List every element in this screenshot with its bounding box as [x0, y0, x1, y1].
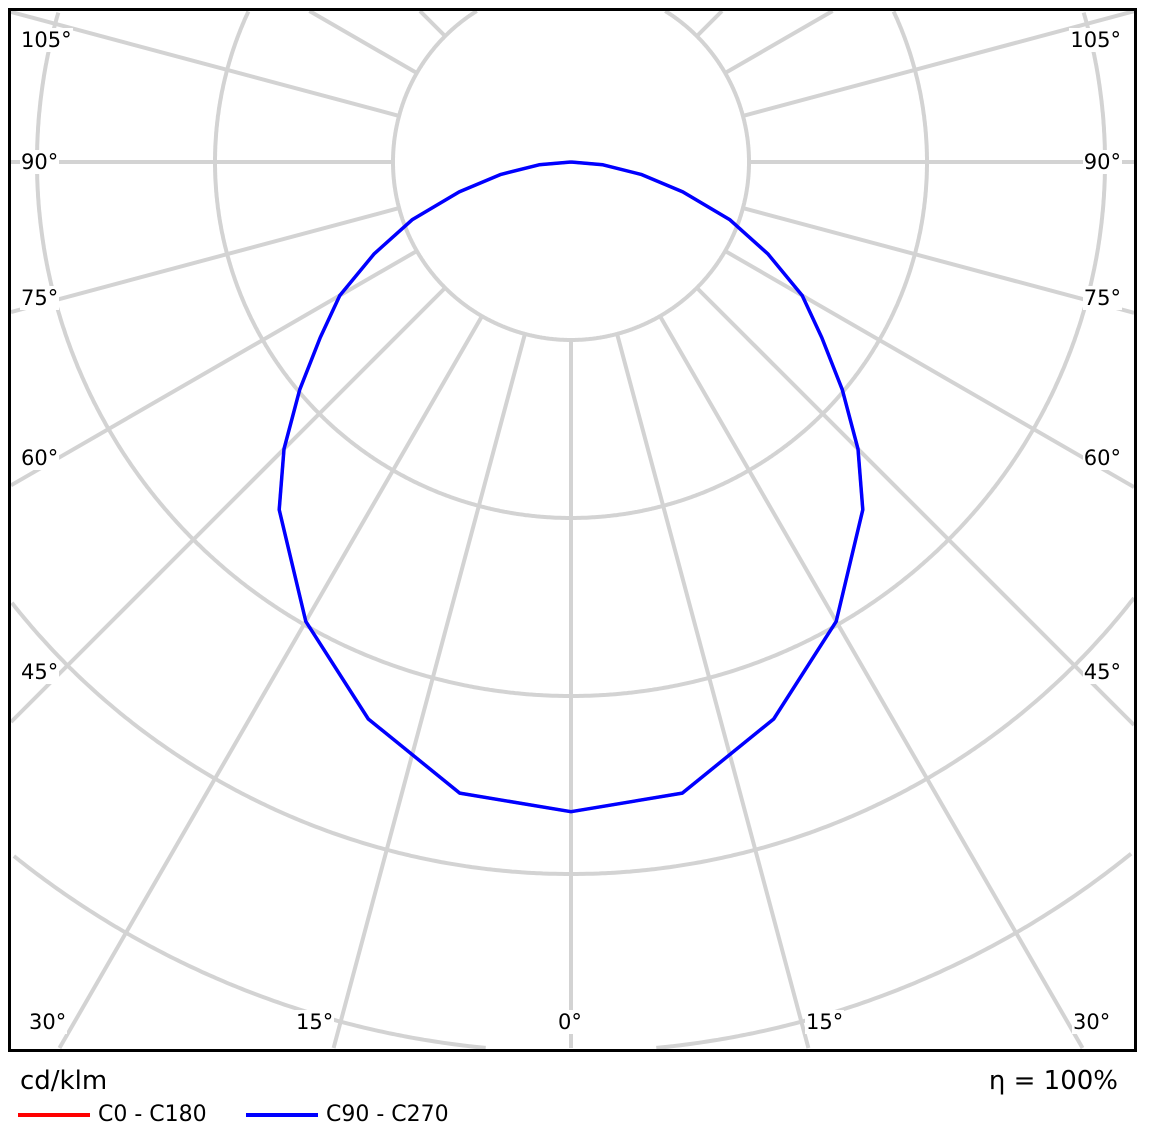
grid-spoke	[658, 315, 1085, 1050]
grid-ring	[391, 9, 751, 342]
legend-item-c0-c180: C0 - C180	[18, 1102, 207, 1128]
grid-spoke	[10, 10, 400, 118]
angle-label-left: 45°	[20, 660, 60, 684]
angle-label-bottom-left: 15°	[295, 1010, 335, 1034]
grid-spoke	[418, 9, 447, 38]
grid-spoke	[331, 333, 527, 1049]
grid-spoke	[10, 206, 400, 314]
angle-label-right: 105°	[1069, 28, 1122, 52]
grid-ring	[213, 10, 929, 520]
unit-label: cd/klm	[20, 1066, 108, 1096]
angle-label-right: 60°	[1082, 446, 1122, 470]
grid-spoke	[695, 9, 724, 38]
grid-spoke	[724, 249, 1135, 489]
angle-label-right: 75°	[1082, 286, 1122, 310]
legend-label: C0 - C180	[98, 1102, 207, 1127]
grid-spoke	[57, 315, 484, 1050]
grid-spoke	[742, 206, 1135, 315]
angle-label-left: 75°	[20, 286, 60, 310]
grid	[9, 9, 1136, 1050]
grid-spoke	[615, 333, 811, 1049]
plot-frame	[8, 8, 1137, 1052]
angle-label-left: 105°	[20, 28, 73, 52]
angle-label-bottom-right: 30°	[1072, 1010, 1112, 1034]
series-curve-c90-c270	[277, 160, 865, 814]
legend-item-c90-c270: C90 - C270	[246, 1102, 449, 1128]
grid-spoke	[9, 286, 447, 724]
angle-label-bottom-right: 15°	[805, 1010, 845, 1034]
grid-ring	[10, 596, 1136, 876]
grid-spoke	[742, 9, 1135, 118]
grid-spoke	[9, 249, 418, 488]
efficiency-label: η = 100%	[988, 1066, 1118, 1096]
angle-label-bottom-left: 30°	[28, 1010, 68, 1034]
angle-label-left: 60°	[20, 446, 60, 470]
grid-ring	[12, 852, 1133, 1050]
angle-label-center: 0°	[557, 1010, 583, 1034]
angle-label-right: 45°	[1082, 660, 1122, 684]
polar-plot	[8, 8, 1137, 1052]
grid-spoke	[724, 9, 834, 75]
grid-spoke	[695, 286, 1136, 727]
grid-spoke	[308, 9, 418, 75]
angle-label-left: 90°	[20, 150, 60, 174]
legend-swatch-blue	[246, 1113, 318, 1117]
legend-label: C90 - C270	[326, 1102, 449, 1127]
angle-label-right: 90°	[1082, 150, 1122, 174]
legend-swatch-red	[18, 1113, 90, 1117]
